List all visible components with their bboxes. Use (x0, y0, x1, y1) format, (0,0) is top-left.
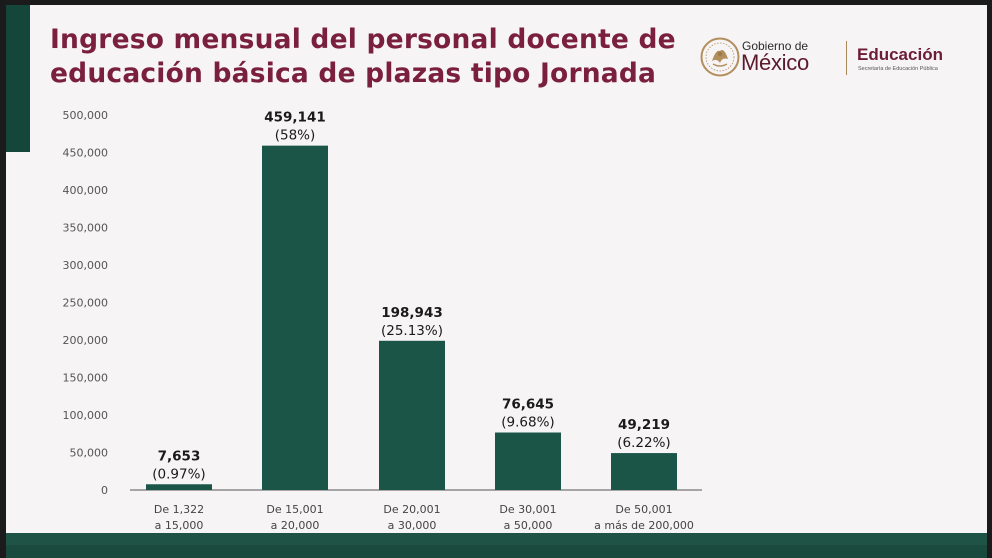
labels-group: 7,653 (0.97%) De 1,322 a 15,000 459,141 (58%)… (152, 110, 694, 532)
y-tick-label: 400,000 (63, 184, 109, 197)
bar (262, 145, 328, 490)
secretaria-text: Secretaría de Educación Pública (858, 66, 938, 72)
category-label: De 1,322 (154, 503, 204, 516)
bars-group (146, 145, 677, 490)
bar (611, 453, 677, 490)
bottom-accent-bar (6, 533, 987, 545)
category-label: De 15,001 (266, 503, 323, 516)
y-tick-label: 350,000 (63, 222, 109, 235)
percent-label: (0.97%) (152, 466, 205, 482)
category-label: De 20,001 (383, 503, 440, 516)
slide: Ingreso mensual del personal docente de … (6, 5, 987, 545)
category-label: a 30,000 (388, 519, 437, 532)
left-accent-bar (6, 5, 30, 152)
value-label: 76,645 (502, 397, 554, 413)
y-tick-label: 200,000 (63, 334, 109, 347)
percent-label: (9.68%) (501, 415, 554, 431)
percent-label: (58%) (275, 128, 316, 144)
y-tick-label: 300,000 (63, 259, 109, 272)
y-tick-label: 50,000 (70, 447, 109, 460)
y-tick-label: 450,000 (63, 147, 109, 160)
gobierno-de-text: Gobierno de (742, 39, 809, 53)
category-label: De 50,001 (615, 503, 672, 516)
bar (146, 484, 212, 490)
educacion-text: Educación (857, 45, 943, 64)
y-tick-label: 0 (101, 484, 108, 497)
title-line-1: Ingreso mensual del personal docente de (50, 24, 676, 55)
logo-divider (846, 41, 847, 75)
mexico-seal-icon (700, 37, 740, 77)
category-label: a 20,000 (271, 519, 320, 532)
percent-label: (25.13%) (381, 323, 443, 339)
government-logo: Gobierno de México Educación Secretaría … (700, 37, 965, 81)
y-tick-label: 150,000 (63, 372, 109, 385)
bar (379, 340, 445, 490)
title-line-2: educación básica de plazas tipo Jornada (50, 58, 657, 89)
category-label: a más de 200,000 (594, 519, 694, 532)
category-label: a 50,000 (504, 519, 553, 532)
value-label: 49,219 (618, 417, 670, 433)
y-tick-label: 250,000 (63, 297, 109, 310)
y-tick-label: 500,000 (63, 109, 109, 122)
value-label: 459,141 (264, 110, 326, 126)
y-tick-label: 100,000 (63, 409, 109, 422)
mexico-text: México (741, 50, 809, 75)
bottom-strip (6, 545, 987, 558)
percent-label: (6.22%) (617, 435, 670, 451)
y-axis: 0 50,000 100,000 150,000 200,000 250,000 300,0… (63, 109, 109, 497)
bar-chart: 0 50,000 100,000 150,000 200,000 250,000 300,0… (63, 109, 702, 532)
bar (495, 432, 561, 490)
value-label: 7,653 (158, 448, 201, 464)
category-label: De 30,001 (499, 503, 556, 516)
page-title: Ingreso mensual del personal docente de … (50, 23, 676, 91)
value-label: 198,943 (381, 305, 443, 321)
category-label: a 15,000 (155, 519, 204, 532)
